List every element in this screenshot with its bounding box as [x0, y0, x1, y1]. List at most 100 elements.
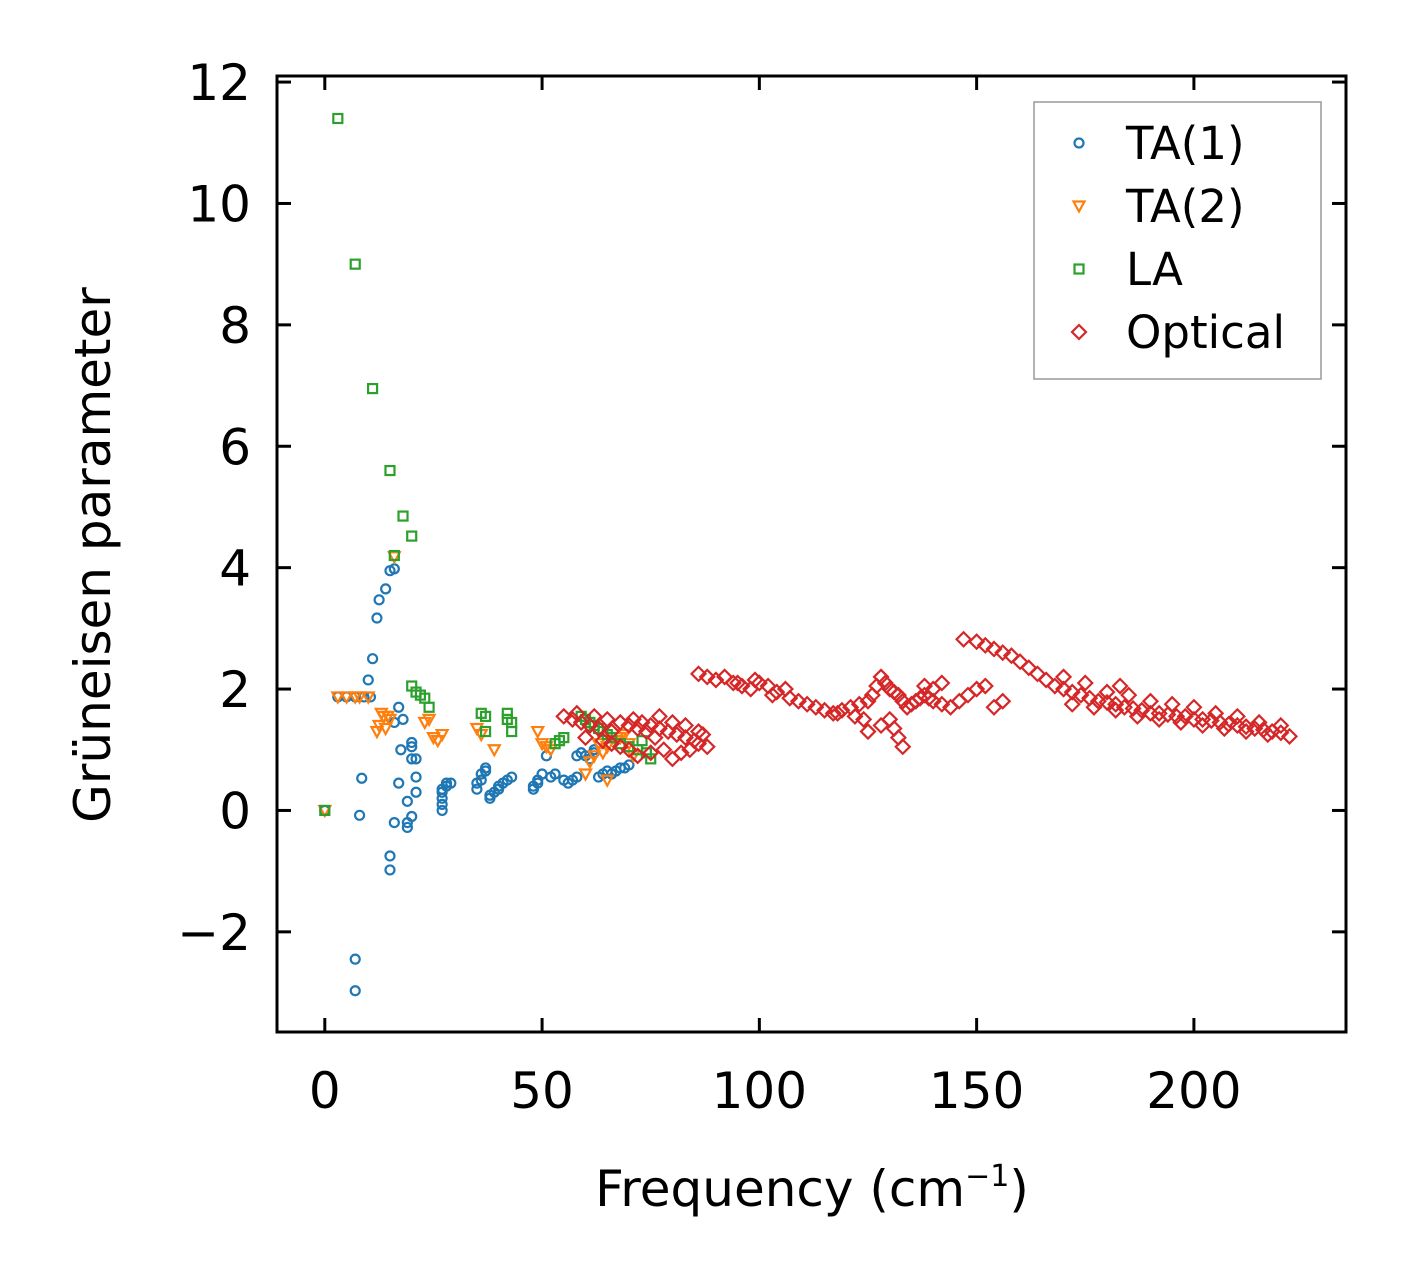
x-axis-label: Frequency (cm−1) — [595, 1159, 1029, 1218]
data-point — [642, 716, 660, 735]
data-point — [994, 644, 1012, 662]
data-point — [1020, 659, 1038, 677]
data-point — [436, 804, 448, 817]
data-point — [1272, 724, 1290, 742]
data-point — [367, 653, 379, 665]
data-point — [1098, 683, 1116, 701]
data-point — [894, 738, 912, 756]
legend-frame — [1033, 101, 1322, 380]
data-point — [430, 735, 446, 749]
series-TA(1) — [319, 563, 635, 997]
data-point — [603, 735, 621, 753]
y-tick-label: −2 — [177, 904, 251, 962]
data-point — [410, 771, 422, 783]
data-point — [1150, 710, 1168, 728]
data-point — [1228, 707, 1246, 725]
data-point — [384, 464, 396, 477]
data-point — [915, 677, 934, 695]
data-point — [352, 691, 367, 705]
data-point — [1185, 698, 1203, 716]
data-point — [1046, 677, 1064, 695]
data-point — [994, 692, 1012, 710]
data-point — [539, 741, 554, 755]
data-point — [479, 710, 492, 722]
data-point — [620, 741, 638, 759]
data-point — [1176, 707, 1194, 725]
data-point — [349, 258, 361, 270]
data-point — [876, 674, 894, 692]
data-point — [599, 774, 615, 788]
data-point — [578, 768, 593, 782]
data-point — [434, 728, 450, 743]
data-point — [367, 382, 379, 395]
data-point — [729, 674, 747, 692]
data-point — [933, 695, 951, 713]
data-point — [1237, 722, 1255, 741]
plot-points — [317, 112, 1299, 997]
data-point — [707, 671, 725, 689]
y-tick-label: 2 — [219, 661, 251, 719]
legend-marker — [1071, 200, 1087, 214]
legend-label: LA — [1126, 243, 1183, 296]
data-point — [611, 713, 629, 731]
data-point — [384, 864, 396, 876]
data-point — [885, 719, 903, 738]
data-point — [645, 753, 657, 765]
data-point — [617, 728, 633, 743]
data-point — [393, 701, 405, 713]
data-point — [378, 722, 393, 737]
legend: TA(1) TA(2) LA Optical — [1033, 101, 1322, 380]
data-point — [698, 668, 716, 686]
data-point — [410, 753, 422, 765]
data-point — [406, 753, 418, 765]
data-point — [506, 771, 518, 783]
data-point — [582, 756, 598, 770]
data-point — [330, 691, 346, 705]
data-point — [563, 710, 582, 728]
data-point — [530, 725, 546, 740]
series-LA — [319, 112, 657, 817]
data-point — [672, 744, 690, 762]
data-point — [1011, 653, 1029, 671]
data-point — [733, 677, 751, 695]
data-point — [436, 798, 448, 810]
data-point — [1072, 686, 1090, 704]
data-point — [353, 809, 366, 821]
data-point — [1194, 716, 1212, 735]
data-point — [676, 716, 695, 735]
data-point — [1259, 726, 1277, 744]
data-point — [1085, 698, 1103, 716]
series-Optical — [555, 630, 1299, 768]
data-point — [955, 630, 973, 648]
data-point — [668, 726, 686, 744]
data-point — [620, 716, 638, 735]
data-point — [872, 668, 890, 686]
legend-label: Optical — [1126, 306, 1285, 359]
data-point — [689, 665, 708, 683]
data-point — [798, 695, 816, 713]
y-tick-label: 8 — [219, 297, 251, 355]
data-point — [694, 726, 712, 744]
axis-ticks — [277, 76, 1346, 1032]
legend-label: TA(1) — [1125, 117, 1245, 170]
data-point — [332, 112, 344, 125]
data-point — [426, 732, 441, 746]
data-point — [829, 704, 847, 722]
data-point — [1215, 719, 1233, 738]
data-point — [633, 713, 651, 731]
data-point — [362, 674, 374, 686]
data-point — [471, 783, 483, 795]
data-point — [395, 744, 407, 756]
data-point — [855, 710, 873, 728]
data-point — [655, 741, 673, 759]
data-point — [985, 640, 1003, 658]
data-point — [586, 750, 602, 764]
data-point — [585, 707, 603, 725]
data-point — [933, 674, 951, 692]
data-point — [968, 680, 986, 698]
data-point — [781, 689, 799, 707]
data-point — [1076, 674, 1094, 692]
data-point — [1028, 665, 1047, 683]
data-point — [1163, 695, 1181, 713]
